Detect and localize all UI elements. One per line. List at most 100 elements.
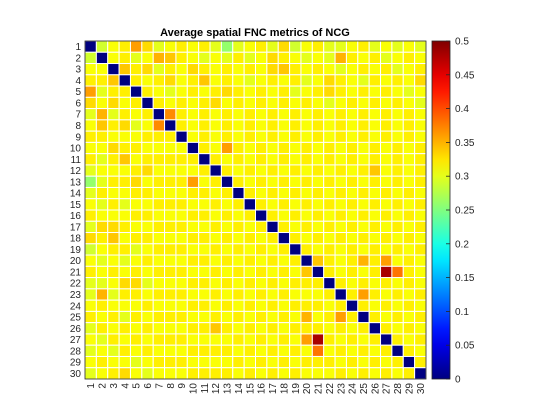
x-tick-label: 18 (279, 383, 290, 395)
heatmap-cell-30-7 (152, 367, 166, 380)
heatmap-cell-18-2 (95, 232, 109, 245)
heatmap-cell-5-20 (300, 85, 313, 98)
heatmap-cell-29-3 (107, 355, 120, 369)
heatmap-cell-29-19 (289, 355, 302, 369)
heatmap-cell-13-29 (402, 175, 416, 188)
heatmap-cell-23-8 (164, 288, 177, 301)
heatmap-cell-8-18 (277, 119, 291, 132)
heatmap-cell-20-18 (277, 254, 291, 267)
heatmap-cell-12-3 (107, 164, 120, 177)
heatmap-cell-15-29 (402, 198, 416, 211)
heatmap-cell-9-1 (84, 130, 97, 143)
heatmap-cell-6-13 (220, 96, 234, 110)
heatmap-cell-16-4 (118, 209, 131, 222)
heatmap-cell-11-20 (300, 153, 313, 166)
heatmap-cell-4-26 (368, 74, 382, 87)
y-tick-label: 20 (70, 256, 82, 267)
heatmap-cell-18-1 (84, 232, 97, 245)
heatmap-cell-15-26 (368, 198, 382, 211)
heatmap-cell-22-15 (243, 277, 256, 290)
heatmap-cell-20-5 (129, 254, 143, 267)
heatmap-cell-4-14 (232, 74, 245, 87)
heatmap-cell-22-23 (334, 277, 347, 290)
heatmap-cell-10-4 (118, 141, 131, 155)
heatmap-cell-12-26 (368, 164, 382, 177)
heatmap-cell-27-22 (323, 333, 336, 346)
heatmap-cell-20-11 (198, 254, 211, 267)
heatmap-cell-30-20 (300, 367, 313, 380)
heatmap-cell-17-4 (118, 220, 131, 234)
heatmap-cell-9-5 (129, 130, 143, 143)
heatmap-cell-12-4 (118, 164, 131, 177)
heatmap-cell-8-8 (164, 119, 177, 132)
heatmap-cell-30-13 (220, 367, 234, 380)
heatmap-cell-2-17 (266, 51, 279, 65)
heatmap-cell-14-3 (107, 186, 120, 200)
heatmap-cell-24-22 (323, 299, 336, 312)
heatmap-cell-22-9 (175, 277, 188, 290)
heatmap-cell-28-15 (243, 344, 256, 357)
colorbar-tick-label: 0 (455, 375, 461, 386)
x-tick-label: 9 (177, 383, 188, 389)
heatmap-cell-10-20 (300, 141, 313, 155)
heatmap-cell-1-3 (107, 40, 120, 53)
heatmap-cell-5-4 (118, 85, 131, 98)
heatmap-cell-12-29 (402, 164, 416, 177)
heatmap-cell-16-27 (380, 209, 393, 222)
heatmap-cell-15-24 (345, 198, 359, 211)
heatmap-cell-19-23 (334, 243, 347, 256)
heatmap-cell-18-26 (368, 232, 382, 245)
heatmap-cell-1-1 (84, 40, 97, 53)
heatmap-cell-21-3 (107, 265, 120, 279)
y-tick-label: 26 (70, 324, 82, 335)
heatmap-cell-14-23 (334, 186, 347, 200)
heatmap-cell-10-27 (380, 141, 393, 155)
heatmap-cell-14-20 (300, 186, 313, 200)
heatmap-cell-15-6 (141, 198, 154, 211)
heatmap-cell-14-25 (357, 186, 370, 200)
heatmap-cell-13-1 (84, 175, 97, 188)
heatmap-cell-30-9 (175, 367, 188, 380)
heatmap-cell-5-24 (345, 85, 359, 98)
heatmap-cell-18-5 (129, 232, 143, 245)
y-tick-label: 17 (70, 222, 82, 233)
heatmap-cell-10-10 (186, 141, 200, 155)
heatmap-cell-7-14 (232, 108, 245, 121)
heatmap-cell-18-25 (357, 232, 370, 245)
y-tick-label: 16 (70, 211, 82, 222)
heatmap-cell-24-19 (289, 299, 302, 312)
heatmap-cell-3-7 (152, 63, 166, 76)
heatmap-cell-14-26 (368, 186, 382, 200)
heatmap-cell-12-12 (209, 164, 222, 177)
heatmap-cell-29-7 (152, 355, 166, 369)
heatmap-cell-9-14 (232, 130, 245, 143)
heatmap-cell-16-2 (95, 209, 109, 222)
y-tick-label: 7 (75, 110, 81, 121)
heatmap-cell-19-13 (220, 243, 234, 256)
heatmap-cell-28-13 (220, 344, 234, 357)
heatmap-cell-16-24 (345, 209, 359, 222)
heatmap-cell-29-2 (95, 355, 109, 369)
heatmap-cell-13-10 (186, 175, 200, 188)
heatmap-cell-18-16 (255, 232, 268, 245)
heatmap-cell-25-19 (289, 310, 302, 324)
heatmap-cell-11-26 (368, 153, 382, 166)
heatmap-cell-4-6 (141, 74, 154, 87)
heatmap-cell-17-29 (402, 220, 416, 234)
heatmap-cell-22-3 (107, 277, 120, 290)
heatmap-cell-13-5 (129, 175, 143, 188)
heatmap-cell-28-7 (152, 344, 166, 357)
heatmap-cell-25-27 (380, 310, 393, 324)
heatmap-cell-4-9 (175, 74, 188, 87)
heatmap-cell-29-10 (186, 355, 200, 369)
heatmap-cell-30-16 (255, 367, 268, 380)
heatmap-cell-28-11 (198, 344, 211, 357)
heatmap-cell-6-23 (334, 96, 347, 110)
heatmap-cell-14-30 (414, 186, 427, 200)
heatmap-cell-12-15 (243, 164, 256, 177)
heatmap-cell-25-10 (186, 310, 200, 324)
heatmap-cell-30-3 (107, 367, 120, 380)
heatmap-cell-8-28 (391, 119, 404, 132)
heatmap-cell-9-10 (186, 130, 200, 143)
heatmap-cell-24-30 (414, 299, 427, 312)
